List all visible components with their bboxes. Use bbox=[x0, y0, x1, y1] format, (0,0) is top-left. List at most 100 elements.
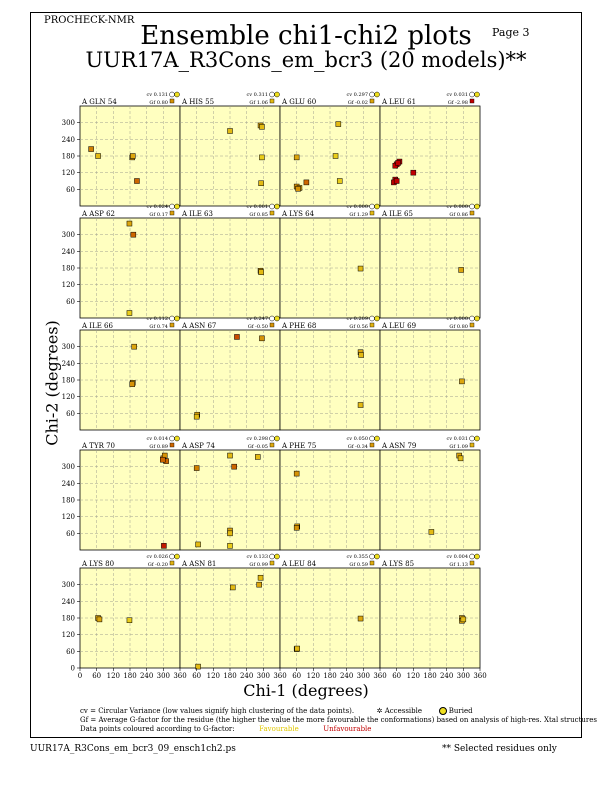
cv-value: cv 0.133 bbox=[246, 554, 268, 560]
cv-icon bbox=[469, 203, 475, 210]
y-tick-label: 60 bbox=[66, 648, 75, 656]
data-point bbox=[126, 310, 133, 316]
data-point bbox=[294, 645, 300, 652]
data-point bbox=[332, 153, 339, 159]
data-point bbox=[410, 169, 417, 176]
data-point bbox=[160, 456, 166, 463]
residue-label: A ASP 74 bbox=[181, 442, 216, 450]
gf-icon bbox=[269, 560, 275, 566]
legend-buried: Buried bbox=[448, 707, 473, 715]
buried-icon bbox=[174, 91, 180, 98]
residue-label: A ILE 65 bbox=[381, 210, 413, 218]
gf-icon bbox=[269, 98, 275, 104]
buried-icon bbox=[274, 435, 280, 442]
buried-icon bbox=[474, 435, 480, 442]
footer-note: ** Selected residues only bbox=[442, 744, 557, 754]
x-tick-label: 60 bbox=[392, 672, 401, 680]
data-point bbox=[257, 574, 264, 581]
gf-value: Gf 0.59 bbox=[349, 562, 368, 568]
data-point bbox=[161, 543, 167, 549]
buried-icon bbox=[174, 435, 180, 442]
buried-icon bbox=[274, 91, 280, 98]
y-tick-label: 0 bbox=[71, 665, 75, 673]
gf-value: Gf -2.98 bbox=[448, 100, 468, 106]
cv-value: cv 0.355 bbox=[346, 554, 368, 560]
gf-value: Gf 1.13 bbox=[449, 562, 468, 568]
buried-icon bbox=[274, 315, 280, 322]
buried-icon bbox=[174, 553, 180, 560]
gf-value: Gf 0.56 bbox=[349, 324, 368, 330]
cv-icon bbox=[369, 315, 375, 322]
buried-icon bbox=[274, 203, 280, 210]
chi1-chi2-plot-grid: A GLN 54 cv 0.131 Gf 0.80 A HIS 55 cv 0.311 G… bbox=[62, 91, 487, 680]
x-tick-label: 300 bbox=[357, 672, 370, 680]
data-point bbox=[130, 231, 137, 238]
page-number: Page 3 bbox=[492, 26, 530, 39]
y-tick-label: 120 bbox=[62, 169, 75, 177]
buried-icon bbox=[374, 553, 380, 560]
residue-label: A LEU 84 bbox=[281, 560, 317, 568]
y-tick-label: 180 bbox=[62, 265, 75, 273]
data-point bbox=[193, 413, 200, 420]
gf-icon bbox=[469, 322, 475, 328]
gf-value: Gf -0.50 bbox=[248, 324, 268, 330]
cv-icon bbox=[369, 203, 375, 210]
gf-icon bbox=[169, 210, 175, 216]
cv-icon bbox=[369, 553, 375, 560]
buried-icon bbox=[474, 553, 480, 560]
y-tick-label: 180 bbox=[62, 497, 75, 505]
x-tick-label: 240 bbox=[240, 672, 253, 680]
data-point bbox=[293, 470, 300, 477]
y-tick-label: 180 bbox=[62, 615, 75, 623]
data-point bbox=[258, 180, 264, 186]
data-point bbox=[193, 465, 200, 471]
y-tick-label: 240 bbox=[62, 248, 75, 256]
cv-icon bbox=[169, 435, 175, 442]
cv-icon bbox=[269, 203, 275, 210]
x-tick-label: 120 bbox=[407, 672, 420, 680]
data-point bbox=[88, 146, 94, 152]
data-point bbox=[459, 378, 465, 385]
cv-value: cv 0.004 bbox=[446, 554, 468, 560]
residue-label: A LYS 64 bbox=[281, 210, 315, 218]
gf-icon bbox=[369, 560, 375, 566]
cv-icon bbox=[469, 315, 475, 322]
buried-icon bbox=[438, 707, 447, 715]
data-point bbox=[293, 154, 300, 161]
legend-cv-line: cv = Circular Variance (low values signi… bbox=[80, 707, 473, 715]
gf-icon bbox=[369, 442, 375, 448]
data-point bbox=[458, 267, 464, 273]
x-tick-label: 180 bbox=[223, 672, 236, 680]
footer-filename: UUR17A_R3Cons_em_bcr3_09_ensch1ch2.ps bbox=[30, 744, 236, 754]
legend-unfavourable: Unfavourable bbox=[323, 725, 372, 733]
gf-value: Gf 0.80 bbox=[449, 324, 468, 330]
residue-label: A LYS 80 bbox=[81, 560, 114, 568]
x-tick-label: 60 bbox=[192, 672, 201, 680]
x-tick-label: 240 bbox=[140, 672, 153, 680]
legend-colour-line: Data points coloured according to G-fact… bbox=[80, 725, 371, 733]
gf-icon bbox=[169, 560, 175, 566]
cv-icon bbox=[469, 435, 475, 442]
residue-label: A HIS 55 bbox=[181, 98, 214, 106]
cv-icon bbox=[469, 553, 475, 560]
x-tick-label: 180 bbox=[423, 672, 436, 680]
gf-value: Gf 0.80 bbox=[149, 100, 168, 106]
y-tick-label: 300 bbox=[62, 463, 75, 471]
data-point bbox=[460, 616, 467, 623]
cv-value: cv 0.024 bbox=[146, 204, 168, 210]
y-tick-label: 240 bbox=[62, 598, 75, 606]
gf-value: Gf -0.20 bbox=[148, 562, 168, 568]
data-point bbox=[227, 543, 233, 549]
x-tick-label: 360 bbox=[173, 672, 186, 680]
x-tick-label: 360 bbox=[373, 672, 386, 680]
gf-value: Gf 0.89 bbox=[149, 444, 168, 450]
data-point bbox=[95, 153, 101, 159]
gf-value: Gf -0.05 bbox=[248, 444, 268, 450]
y-tick-label: 300 bbox=[62, 119, 75, 127]
gf-value: Gf 0.74 bbox=[149, 324, 168, 330]
gf-value: Gf 0.86 bbox=[449, 212, 468, 218]
gf-value: Gf -0.34 bbox=[348, 444, 368, 450]
cv-icon bbox=[169, 203, 175, 210]
cv-value: cv 0.131 bbox=[146, 92, 168, 98]
buried-icon bbox=[474, 91, 480, 98]
